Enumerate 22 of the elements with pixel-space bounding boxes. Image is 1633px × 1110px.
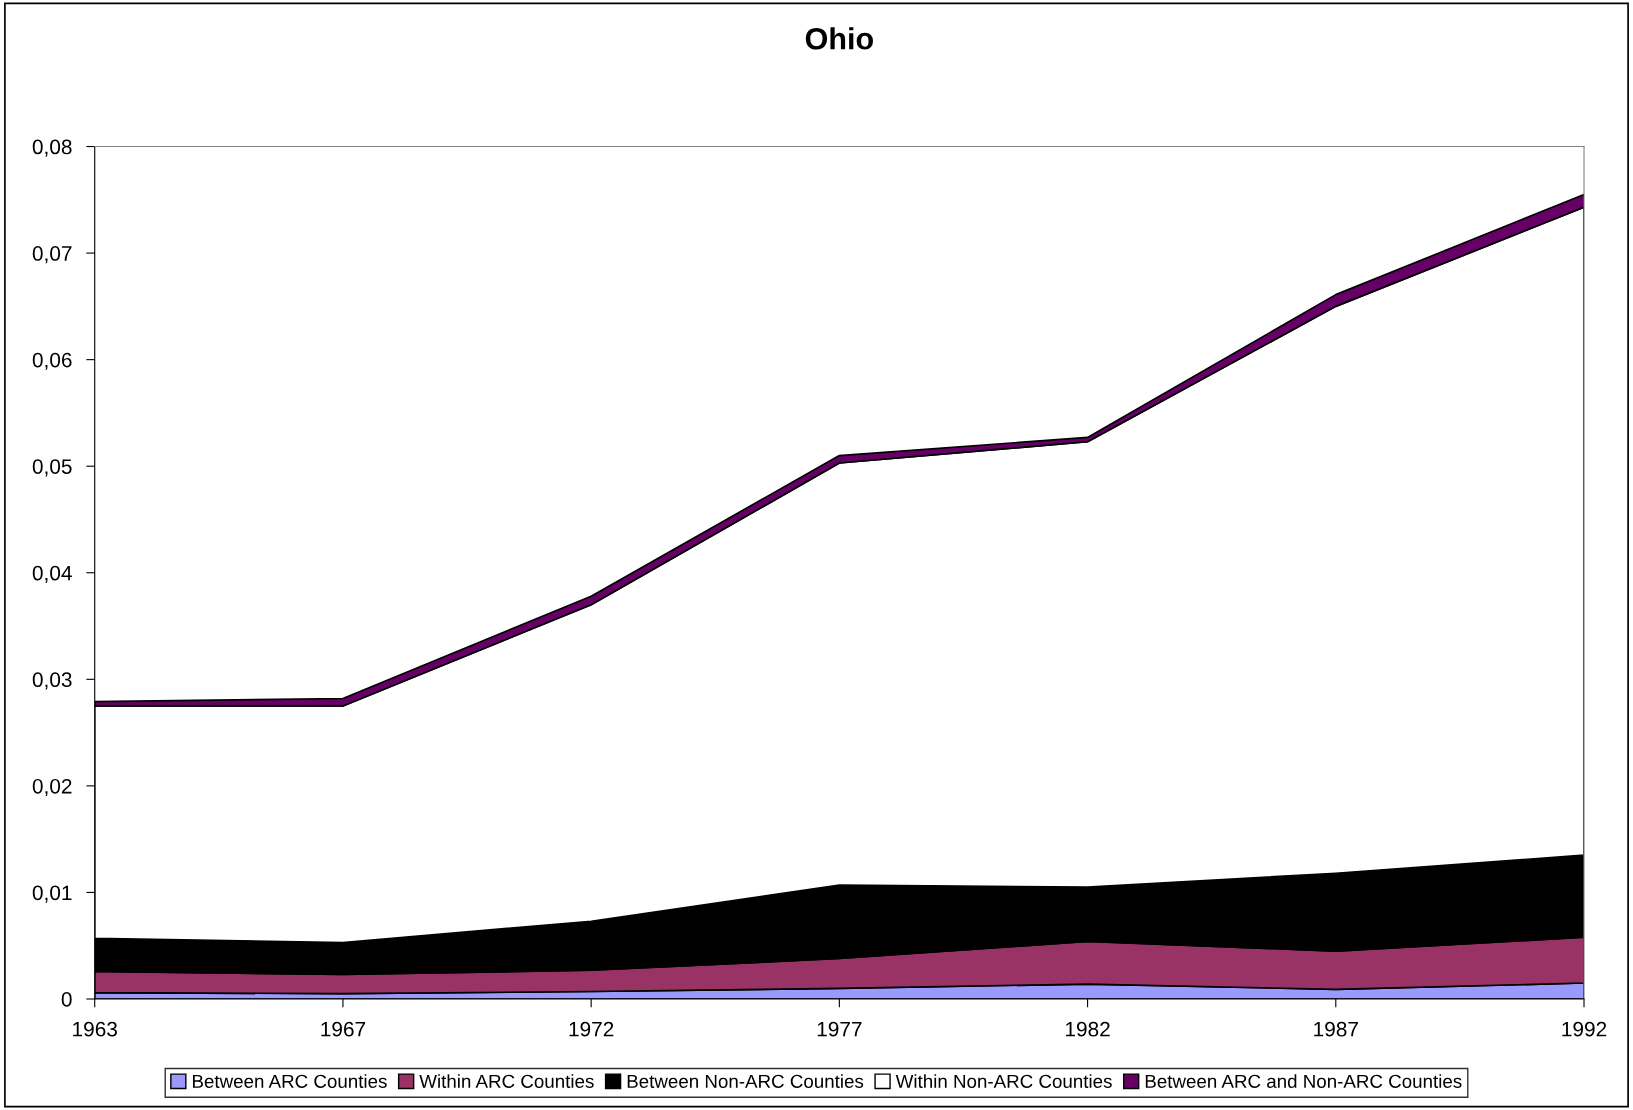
x-tick-label: 1982 xyxy=(1066,1021,1110,1037)
x-tick-label: 1963 xyxy=(73,1021,117,1037)
legend-label: Within ARC Counties xyxy=(419,1074,594,1088)
x-tick-label: 1967 xyxy=(321,1021,366,1037)
y-tick-label: 0,08 xyxy=(32,139,72,157)
y-tick-label: 0,07 xyxy=(32,246,72,264)
x-tick-label: 1987 xyxy=(1314,1021,1358,1037)
y-tick-label: 0,01 xyxy=(32,885,72,903)
chart-title: Ohio xyxy=(805,27,873,50)
legend-label: Within Non-ARC Counties xyxy=(895,1074,1112,1088)
y-tick-label: 0,03 xyxy=(32,672,72,690)
legend-label: Between ARC Counties xyxy=(193,1074,387,1088)
x-tick-label: 1977 xyxy=(817,1021,862,1037)
legend-label: Between ARC and Non-ARC Counties xyxy=(1145,1074,1462,1088)
x-tick-label: 1992 xyxy=(1562,1021,1607,1037)
y-tick-label: 0 xyxy=(61,992,72,1007)
x-tick-label: 1972 xyxy=(569,1021,614,1037)
y-tick-label: 0,06 xyxy=(32,352,72,370)
y-tick-label: 0,05 xyxy=(32,459,72,477)
y-tick-label: 0,02 xyxy=(32,778,72,797)
y-tick-label: 0,04 xyxy=(32,565,72,583)
legend-label: Between Non-ARC Counties xyxy=(627,1074,864,1088)
